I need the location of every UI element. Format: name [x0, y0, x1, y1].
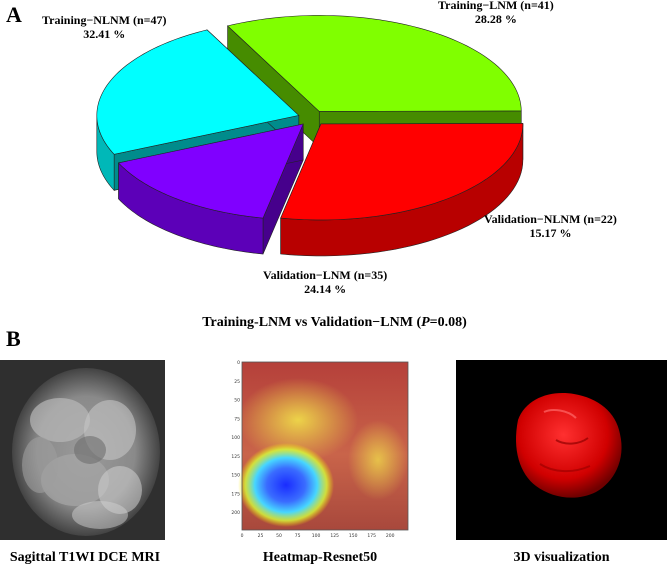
heatmap-x-tick: 75	[295, 533, 301, 539]
heatmap-plot: 0 25 50 75 100 125 150 175 200 0 25 50 75 100 125 150 1…	[228, 360, 412, 540]
heatmap-y-tick: 200	[231, 510, 240, 516]
slice-percent: 32.41 %	[83, 27, 126, 41]
comparison-text: Training-LNM vs Validation−LNM (P=0.08)	[0, 315, 669, 331]
heatmap-y-tick: 50	[234, 398, 240, 404]
heatmap-x-tick: 150	[349, 533, 358, 539]
mri-caption: Sagittal T1WI DCE MRI	[9, 550, 161, 565]
heatmap-image: 0 25 50 75 100 125 150 175 200 0 25 50 75 100 125 150 1…	[228, 360, 412, 540]
comparison-suffix: =0.08)	[429, 315, 467, 330]
slice-name: Training−LNM (n=41)	[438, 0, 554, 12]
pie-slice-1	[280, 123, 524, 257]
slice-percent: 24.14 %	[304, 282, 347, 296]
pie-slice-2	[117, 123, 304, 255]
slice-name: Validation−LNM (n=35)	[263, 268, 388, 282]
heatmap-x-tick: 100	[312, 533, 321, 539]
slice-percent: 28.28 %	[474, 12, 517, 26]
slice-label-validation-nlnm: Validation−NLNM (n=22) 15.17 %	[484, 212, 617, 240]
p-symbol: P	[421, 315, 430, 330]
slice-label-training-nlnm: Training−NLNM (n=47) 32.41 %	[42, 13, 166, 41]
slice-label-training-lnm: Training−LNM (n=41) 28.28 %	[438, 0, 554, 26]
heatmap-x-tick: 125	[330, 533, 339, 539]
3d-visualization-image	[456, 360, 667, 540]
heatmap-y-tick: 75	[234, 416, 240, 422]
comparison-prefix: Training-LNM vs Validation−LNM (	[202, 315, 422, 330]
heatmap-caption: Heatmap-Resnet50	[262, 550, 378, 565]
panel-label-b: B	[6, 326, 21, 351]
panel-label-a: A	[6, 2, 22, 27]
3d-render	[456, 360, 667, 540]
pie-chart	[96, 15, 524, 257]
heatmap-y-tick: 0	[237, 360, 240, 366]
3d-caption: 3D visualization	[513, 550, 610, 565]
slice-label-validation-lnm: Validation−LNM (n=35) 24.14 %	[263, 268, 387, 296]
heatmap-y-tick: 25	[234, 379, 240, 385]
heatmap-y-tick: 150	[231, 473, 240, 479]
slice-name: Validation−NLNM (n=22)	[484, 212, 617, 226]
heatmap-x-tick: 25	[258, 533, 264, 539]
heatmap-y-tick: 125	[231, 454, 240, 460]
heatmap-x-ticks: 0 25 50 75 100 125 150 175 200	[241, 533, 395, 539]
heatmap-x-tick: 175	[367, 533, 376, 539]
heatmap-x-tick: 0	[241, 533, 244, 539]
heatmap-y-tick: 175	[231, 491, 240, 497]
heatmap-x-tick: 50	[276, 533, 282, 539]
slice-name: Training−NLNM (n=47)	[42, 13, 167, 27]
slice-percent: 15.17 %	[529, 226, 572, 240]
heatmap-x-tick: 200	[386, 533, 395, 539]
mri-image	[0, 360, 165, 540]
mri-texture	[0, 360, 165, 540]
heatmap-y-ticks: 0 25 50 75 100 125 150 175 200	[231, 360, 240, 516]
heatmap-y-tick: 100	[231, 435, 240, 441]
